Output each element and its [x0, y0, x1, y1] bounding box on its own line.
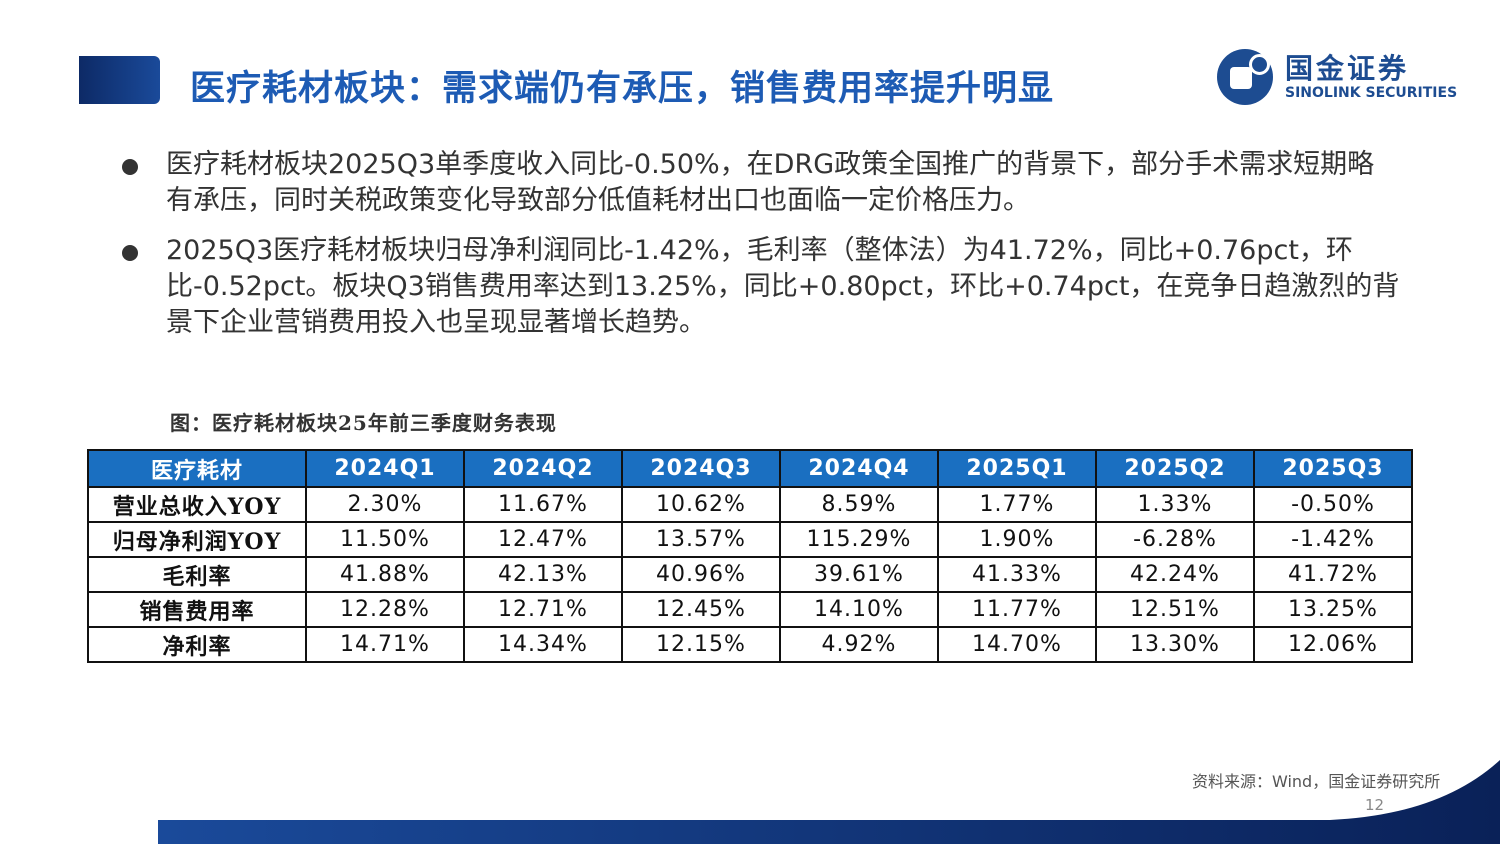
bullet-text: 2025Q3医疗耗材板块归母净利润同比-1.42%，毛利率（整体法）为41.72… — [166, 235, 1400, 338]
bullet-text: 医疗耗材板块2025Q3单季度收入同比-0.50%，在DRG政策全国推广的背景下… — [166, 149, 1375, 216]
sinolink-logo: 国金证券 SINOLINK SECURITIES — [1217, 49, 1457, 105]
table-row: 营业总收入YOY 2.30% 11.67% 10.62% 8.59% 1.77% 1.33%… — [87, 486, 1413, 523]
column-header: 2025Q2 — [1095, 449, 1255, 488]
column-header: 2024Q4 — [779, 449, 939, 488]
table-cell: 39.61% — [779, 556, 939, 593]
table-row: 毛利率 41.88% 42.13% 40.96% 39.61% 41.33% 42.24% 4… — [87, 556, 1413, 593]
table-row: 销售费用率 12.28% 12.71% 12.45% 14.10% 11.77% 12.51… — [87, 591, 1413, 628]
table-cell: 1.33% — [1095, 486, 1255, 523]
table-cell: -0.50% — [1253, 486, 1413, 523]
row-label: 净利率 — [87, 626, 307, 663]
row-label: 毛利率 — [87, 556, 307, 593]
table-cell: 11.77% — [937, 591, 1097, 628]
table-cell: 8.59% — [779, 486, 939, 523]
table-cell: 13.30% — [1095, 626, 1255, 663]
page-title: 医疗耗材板块：需求端仍有承压，销售费用率提升明显 — [190, 69, 1055, 109]
table-cell: -6.28% — [1095, 521, 1255, 558]
table-cell: 1.90% — [937, 521, 1097, 558]
table-cell: 11.50% — [305, 521, 465, 558]
table-cell: 41.72% — [1253, 556, 1413, 593]
table-cell: 12.51% — [1095, 591, 1255, 628]
row-label: 销售费用率 — [87, 591, 307, 628]
table-cell: 12.15% — [621, 626, 781, 663]
bullet-list: 医疗耗材板块2025Q3单季度收入同比-0.50%，在DRG政策全国推广的背景下… — [120, 147, 1400, 355]
table-cell: 12.47% — [463, 521, 623, 558]
table-cell: 14.10% — [779, 591, 939, 628]
row-label: 归母净利润YOY — [87, 521, 307, 558]
table-cell: 10.62% — [621, 486, 781, 523]
bullet-dot-icon — [122, 159, 138, 175]
logo-cn-text: 国金证券 — [1285, 52, 1410, 85]
table-cell: 115.29% — [779, 521, 939, 558]
table-cell: 2.30% — [305, 486, 465, 523]
financial-table: 医疗耗材 2024Q1 2024Q2 2024Q3 2024Q4 2025Q1 2025Q2… — [87, 449, 1413, 663]
column-header: 2024Q1 — [305, 449, 465, 488]
column-header: 2025Q1 — [937, 449, 1097, 488]
table-cell: 14.71% — [305, 626, 465, 663]
table-cell: 4.92% — [779, 626, 939, 663]
table-cell: 13.25% — [1253, 591, 1413, 628]
table-row: 归母净利润YOY 11.50% 12.47% 13.57% 115.29% 1.90% -6… — [87, 521, 1413, 558]
logo-mark-icon — [1217, 49, 1273, 105]
table-cell: 13.57% — [621, 521, 781, 558]
bullet-item: 2025Q3医疗耗材板块归母净利润同比-1.42%，毛利率（整体法）为41.72… — [120, 233, 1400, 341]
logo-en-text: SINOLINK SECURITIES — [1285, 85, 1458, 101]
table-cell: 14.34% — [463, 626, 623, 663]
table-cell: 12.45% — [621, 591, 781, 628]
table-cell: 42.24% — [1095, 556, 1255, 593]
column-header: 2024Q2 — [463, 449, 623, 488]
page-number: 12 — [1365, 796, 1385, 814]
table-row: 净利率 14.71% 14.34% 12.15% 4.92% 14.70% 13.30% 12… — [87, 626, 1413, 663]
table-cell: 41.33% — [937, 556, 1097, 593]
table-cell: 40.96% — [621, 556, 781, 593]
table-cell: 12.28% — [305, 591, 465, 628]
table-cell: 11.67% — [463, 486, 623, 523]
bullet-dot-icon — [122, 245, 138, 261]
source-note: 资料来源：Wind，国金证券研究所 — [1192, 772, 1441, 791]
row-label: 营业总收入YOY — [87, 486, 307, 523]
table-cell: 42.13% — [463, 556, 623, 593]
table-cell: 41.88% — [305, 556, 465, 593]
table-caption: 图：医疗耗材板块25年前三季度财务表现 — [170, 411, 557, 435]
column-header: 2024Q3 — [621, 449, 781, 488]
bullet-item: 医疗耗材板块2025Q3单季度收入同比-0.50%，在DRG政策全国推广的背景下… — [120, 147, 1400, 219]
table-cell: 14.70% — [937, 626, 1097, 663]
table-cell: -1.42% — [1253, 521, 1413, 558]
table-corner-header: 医疗耗材 — [87, 449, 307, 488]
table-cell: 12.71% — [463, 591, 623, 628]
column-header: 2025Q3 — [1253, 449, 1413, 488]
title-accent-block — [79, 56, 160, 104]
table-cell: 12.06% — [1253, 626, 1413, 663]
table-cell: 1.77% — [937, 486, 1097, 523]
